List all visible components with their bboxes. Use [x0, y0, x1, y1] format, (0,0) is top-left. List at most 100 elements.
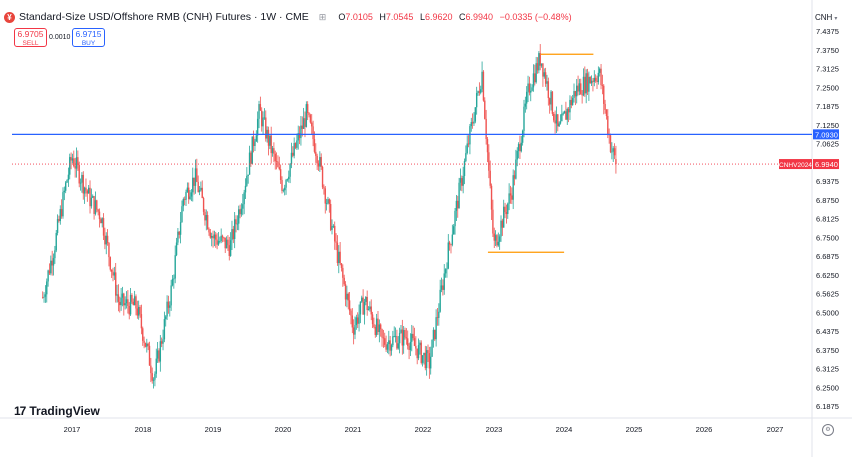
candle-body [93, 196, 95, 214]
candle-body [124, 303, 126, 306]
sell-button[interactable]: 6.9705 SELL [14, 28, 47, 47]
candle-body [443, 273, 445, 290]
candle-body [609, 135, 612, 152]
y-tick-label: 6.3750 [816, 346, 839, 355]
candle-body [519, 144, 521, 152]
candle-body [536, 63, 539, 71]
candle-body [482, 71, 485, 101]
candle-body [83, 187, 86, 194]
candle-body [463, 161, 466, 177]
candle-body [432, 329, 435, 340]
candle-body [438, 311, 440, 318]
candle-body [335, 241, 337, 243]
candle-body [235, 219, 237, 225]
candle-body [492, 209, 494, 234]
candle-body [548, 98, 551, 105]
buy-button[interactable]: 6.9715 BUY [72, 28, 105, 47]
candle-body [109, 257, 112, 270]
candle-body [186, 187, 189, 192]
candle-body [155, 358, 157, 374]
candle-body [194, 168, 197, 186]
candle-body [466, 143, 468, 154]
candle-body [480, 89, 482, 93]
candle-body [508, 193, 510, 204]
candle-body [247, 174, 249, 176]
candle-body [316, 155, 318, 164]
candle-body [243, 192, 245, 205]
candle-body [411, 333, 413, 342]
candle-body [294, 143, 297, 148]
candle-body [271, 148, 274, 154]
candle-body [50, 260, 52, 274]
candle-body [543, 72, 545, 77]
candle-body [362, 297, 364, 315]
candle-body [328, 199, 331, 205]
candle-body [297, 133, 299, 141]
candle-body [183, 199, 186, 200]
high-value: 7.0545 [385, 12, 414, 22]
candle-body [265, 117, 267, 139]
candle-body [500, 220, 502, 237]
candle-body [525, 91, 528, 104]
candle-body [320, 157, 322, 167]
candle-body [105, 235, 107, 245]
candle-body [200, 187, 202, 190]
candle-body [580, 83, 582, 95]
candle-body [142, 328, 144, 341]
candle-body [258, 104, 260, 119]
candle-body [304, 118, 306, 127]
candle-body [255, 135, 258, 142]
candle-body [273, 148, 275, 154]
close-value: 6.9940 [465, 12, 494, 22]
candle-body [254, 141, 256, 146]
candle-body [62, 192, 64, 217]
candle-body [546, 81, 548, 84]
candle-body [119, 301, 121, 306]
candle-body [286, 179, 289, 180]
candle-body [524, 103, 527, 107]
symbol-title[interactable]: Standard-Size USD/Offshore RMB (CNH) Fut… [19, 11, 309, 23]
candle-body [87, 187, 90, 194]
candle-body [135, 296, 137, 309]
candle-body [132, 301, 134, 306]
candle-body [179, 222, 182, 235]
candle-body [534, 73, 536, 83]
symbol-tag [779, 159, 812, 170]
settings-gear-icon[interactable]: ⚙ [822, 424, 834, 436]
compare-icon[interactable]: ⊞ [318, 11, 327, 22]
candle-body [156, 350, 159, 359]
candle-body [137, 306, 140, 316]
candle-body [539, 53, 541, 66]
candle-body [615, 159, 617, 165]
candle-body [351, 315, 353, 328]
candle-body [381, 329, 383, 338]
high-key: H [379, 12, 386, 22]
y-tick-label: 6.5625 [816, 290, 839, 299]
candle-body [535, 63, 537, 83]
x-tick-label: 2025 [626, 425, 643, 434]
candle-body [128, 305, 130, 315]
x-tick-label: 2023 [486, 425, 503, 434]
candle-body [515, 159, 517, 179]
candle-body [430, 356, 432, 369]
candle-body [455, 200, 458, 211]
candle-body [321, 166, 324, 188]
close-key: C [459, 12, 466, 22]
candle-body [612, 148, 614, 152]
candle-body [79, 182, 82, 184]
x-tick-label: 2019 [205, 425, 222, 434]
candle-body [102, 218, 105, 236]
candle-body [489, 170, 491, 186]
candle-body [408, 345, 410, 351]
candle-body [581, 94, 583, 96]
candle-body [154, 373, 156, 380]
currency-selector[interactable]: CNH ▾ [815, 13, 837, 22]
candle-body [501, 220, 504, 228]
candle-body [221, 235, 224, 238]
candle-body [389, 340, 391, 351]
candle-body [573, 91, 575, 99]
candle-body [586, 73, 589, 92]
open-key: O [338, 12, 346, 22]
candle-body [223, 237, 225, 239]
